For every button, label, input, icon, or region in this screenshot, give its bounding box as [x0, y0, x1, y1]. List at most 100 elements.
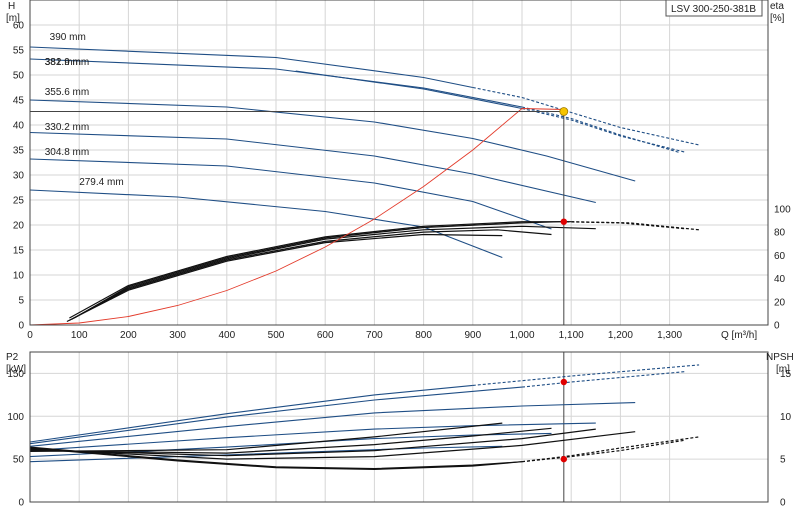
efficiency-curve-line — [73, 221, 562, 319]
model-label: LSV 300-250-381B — [671, 4, 756, 15]
head-tick-label: 5 — [18, 296, 24, 307]
npsh-point-marker — [560, 455, 568, 463]
impeller-diameter-label: 330.2 mm — [45, 122, 89, 133]
flow-axis-label: Q [m³/h] — [721, 330, 757, 341]
head-tick-label: 55 — [13, 46, 25, 57]
power-chart-ticks: 0 50 100 150 0 5 10 15 — [7, 369, 791, 509]
x-tick-label: 900 — [464, 330, 481, 341]
impeller-diameter-label: 381 mm — [45, 57, 81, 68]
head-curve-line — [29, 158, 552, 230]
x-tick-label: 1,200 — [608, 330, 633, 341]
head-tick-label: 25 — [13, 196, 25, 207]
head-axis-unit: [m] — [6, 13, 20, 24]
power-curve-line — [29, 386, 523, 445]
model-label-box: LSV 300-250-381B — [665, 0, 763, 17]
head-curve-line — [29, 46, 473, 89]
efficiency-curve-line — [69, 229, 552, 321]
power-axis-unit: [kW] — [6, 364, 26, 375]
head-tick-label: 60 — [13, 21, 25, 32]
head-tick-label: 0 — [18, 321, 24, 332]
head-curve-dashed-line — [472, 86, 700, 146]
power-tick-label: 0 — [18, 498, 24, 509]
head-curve-line — [29, 99, 636, 182]
npsh-curve-dashed-line — [521, 436, 700, 463]
eta-tick-label: 20 — [774, 297, 786, 308]
head-curve-dashed-line — [521, 107, 685, 153]
eta-tick-label: 100 — [774, 204, 791, 215]
impeller-diameter-label: 355.6 mm — [45, 87, 89, 98]
power-chart-curves — [29, 352, 700, 502]
head-chart-grid — [29, 0, 768, 326]
npsh-curve-line — [29, 427, 552, 454]
eta-tick-label: 80 — [774, 228, 786, 239]
npsh-axis-title: NPSH — [766, 352, 794, 363]
head-tick-label: 45 — [13, 96, 25, 107]
system-curve-line — [29, 108, 564, 326]
power-curve-line — [29, 422, 596, 452]
impeller-diameter-label: 279.4 mm — [79, 177, 123, 188]
head-tick-label: 40 — [13, 121, 25, 132]
efficiency-curve-line — [66, 233, 503, 323]
head-tick-label: 30 — [13, 171, 25, 182]
npsh-curve-line — [29, 447, 523, 471]
impeller-diameter-label: 382.9 mm — [45, 57, 89, 68]
x-tick-label: 200 — [120, 330, 137, 341]
head-tick-label: 50 — [13, 71, 25, 82]
power-tick-label: 50 — [13, 455, 25, 466]
power-axis-title: P2 — [6, 352, 19, 363]
efficiency-curve-dashed-line — [571, 221, 700, 231]
head-curve-line — [29, 189, 503, 259]
npsh-curve-line — [29, 431, 636, 460]
npsh-curve-line — [29, 428, 596, 457]
head-curve-dashed-line — [521, 106, 680, 154]
npsh-tick-label: 10 — [780, 412, 792, 423]
npsh-tick-label: 15 — [780, 369, 792, 380]
npsh-curve-line — [29, 446, 523, 470]
npsh-curve-dashed-line — [521, 439, 685, 463]
impeller-diameter-label: 304.8 mm — [45, 147, 89, 158]
head-tick-label: 10 — [13, 271, 25, 282]
head-tick-label: 15 — [13, 246, 25, 257]
eta-tick-label: 40 — [774, 274, 786, 285]
x-tick-label: 600 — [317, 330, 334, 341]
efficiency-point-marker — [560, 218, 568, 225]
power-tick-label: 100 — [7, 412, 24, 423]
head-chart-frame — [29, 0, 769, 326]
x-tick-label: 1,300 — [657, 330, 682, 341]
impeller-diameter-label: 390 mm — [50, 32, 86, 43]
x-tick-label: 700 — [366, 330, 383, 341]
eta-axis-title: eta — [770, 1, 784, 12]
head-tick-label: 35 — [13, 146, 25, 157]
power-curve-line — [29, 445, 503, 463]
x-tick-label: 800 — [415, 330, 432, 341]
npsh-tick-label: 0 — [780, 498, 786, 509]
x-tick-label: 1,000 — [509, 330, 534, 341]
x-tick-label: 100 — [71, 330, 88, 341]
eta-tick-label: 0 — [774, 321, 780, 332]
efficiency-curve-line — [69, 221, 572, 319]
x-tick-label: 300 — [169, 330, 186, 341]
x-tick-label: 1,100 — [559, 330, 584, 341]
x-tick-label: 400 — [218, 330, 235, 341]
x-tick-label: 0 — [27, 330, 33, 341]
power-tick-label: 150 — [7, 369, 24, 380]
power-point-marker — [560, 378, 568, 386]
head-curve-line — [295, 70, 523, 110]
npsh-axis-unit: [m] — [776, 364, 790, 375]
efficiency-curve-dashed-line — [561, 221, 685, 230]
head-tick-label: 20 — [13, 221, 25, 232]
power-curve-dashed-line — [472, 364, 700, 386]
power-curve-line — [29, 402, 636, 447]
head-chart-ticks: 0 100 200 300 400 500 600 700 800 900 1,000 1,100 1,… — [13, 21, 791, 342]
operating-point-marker — [559, 107, 569, 116]
power-curve-line — [29, 384, 473, 443]
power-chart-frame — [29, 351, 769, 503]
power-curve-dashed-line — [521, 371, 685, 388]
eta-axis-unit: [%] — [770, 13, 785, 24]
eta-tick-label: 60 — [774, 251, 786, 262]
npsh-tick-label: 5 — [780, 455, 786, 466]
npsh-curve-line — [29, 422, 503, 452]
x-tick-label: 500 — [268, 330, 285, 341]
